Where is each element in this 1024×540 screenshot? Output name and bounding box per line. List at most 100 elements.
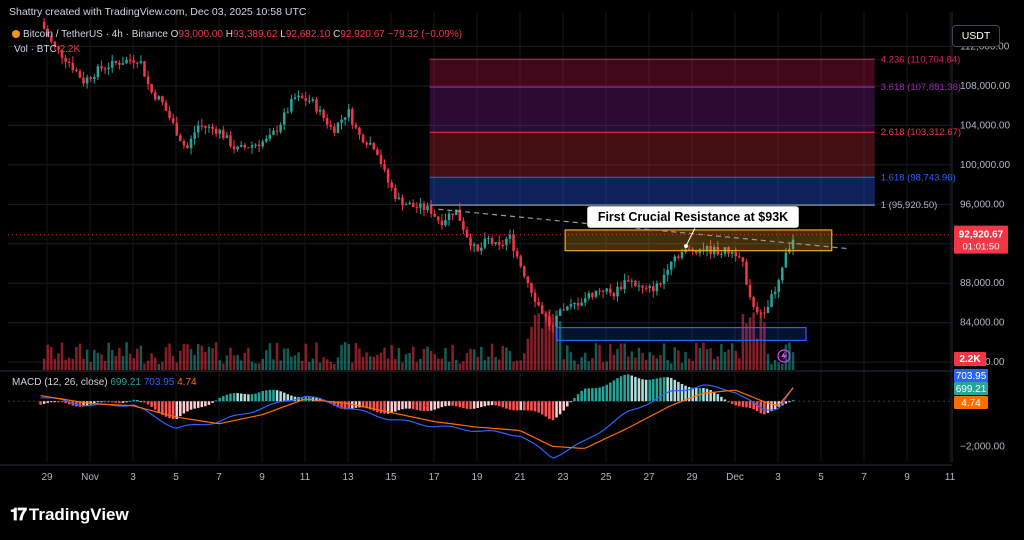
volume-bar bbox=[272, 359, 275, 370]
macd-hist-bar bbox=[730, 401, 734, 404]
volume-badge-label: 2.2K bbox=[959, 354, 981, 365]
macd-label[interactable]: MACD (12, 26, close) bbox=[12, 377, 108, 388]
symbol-name[interactable]: Bitcoin / TetherUS · 4h · Binance bbox=[23, 29, 168, 40]
volume-bar bbox=[100, 354, 103, 370]
candle-body bbox=[677, 256, 680, 258]
candle-body bbox=[325, 117, 329, 125]
candle bbox=[325, 114, 329, 129]
candle bbox=[777, 278, 780, 299]
volume-bar bbox=[505, 347, 508, 370]
candle bbox=[462, 217, 465, 234]
volume-bar bbox=[777, 362, 780, 370]
candle-body bbox=[247, 147, 250, 149]
candle-body bbox=[569, 304, 573, 307]
volume-bar bbox=[232, 355, 236, 370]
volume-bar bbox=[759, 312, 763, 370]
macd-hist-bar bbox=[519, 401, 522, 411]
macd-hist-bar bbox=[490, 401, 494, 406]
macd-hist-bar bbox=[365, 401, 368, 409]
volume-bar bbox=[308, 362, 311, 370]
candle-body bbox=[741, 257, 745, 262]
volume-bar bbox=[480, 347, 483, 370]
candle-body bbox=[691, 248, 694, 251]
macd-hist-bar bbox=[394, 401, 397, 412]
candle-body bbox=[695, 250, 698, 254]
candle-body bbox=[594, 290, 598, 297]
candle-body bbox=[118, 62, 121, 65]
volume-bar bbox=[182, 344, 186, 370]
candle bbox=[730, 250, 734, 259]
volume-bar bbox=[698, 348, 702, 370]
currency-button[interactable]: USDT bbox=[952, 25, 1000, 47]
macd-hist-bar bbox=[734, 401, 737, 406]
macd-hist-bar bbox=[748, 401, 752, 409]
volume-bar bbox=[121, 356, 125, 370]
macd-hist-bar bbox=[634, 376, 637, 402]
candle bbox=[555, 315, 558, 328]
volume-bar bbox=[440, 358, 444, 370]
volume-bar bbox=[282, 348, 286, 370]
volume-bar bbox=[755, 338, 759, 370]
macd-hist-bar bbox=[404, 401, 408, 409]
volume-bar bbox=[648, 352, 651, 370]
candle bbox=[71, 56, 75, 73]
candle-body bbox=[189, 138, 193, 149]
overlays: First Crucial Resistance at $93K bbox=[586, 205, 800, 363]
candle bbox=[526, 275, 530, 288]
volume-bar bbox=[53, 358, 57, 370]
candle-body bbox=[462, 220, 465, 230]
candle-body bbox=[204, 126, 207, 128]
candle bbox=[132, 54, 135, 69]
candle bbox=[451, 213, 454, 221]
candle-body bbox=[781, 267, 784, 281]
candle-body bbox=[100, 66, 103, 69]
candle bbox=[759, 309, 763, 319]
fib-label-4.236: 4.236 (110,704.84) bbox=[881, 54, 961, 65]
candle-body bbox=[182, 141, 186, 146]
candle-body bbox=[304, 98, 307, 101]
macd-hist-bar bbox=[637, 378, 641, 402]
macd-hist-bar bbox=[114, 401, 118, 403]
candle bbox=[601, 289, 605, 299]
volume-bar bbox=[702, 342, 705, 370]
candle bbox=[422, 200, 426, 217]
volume-bar bbox=[250, 361, 254, 370]
macd-hist-bar bbox=[110, 401, 114, 403]
candle bbox=[576, 297, 580, 311]
candle bbox=[655, 280, 659, 296]
macd-hist-bar bbox=[591, 388, 594, 402]
candle-body bbox=[368, 142, 372, 145]
candle bbox=[386, 167, 390, 188]
fib-band-2.618 bbox=[429, 132, 875, 178]
macd-hist-bar bbox=[182, 401, 186, 414]
candle-body bbox=[200, 125, 204, 127]
macd-hist-bar bbox=[42, 401, 46, 404]
candle bbox=[82, 71, 85, 87]
volume-bar bbox=[50, 346, 53, 370]
macd-hist-bar bbox=[376, 401, 379, 413]
candle-body bbox=[773, 291, 777, 295]
macd-line bbox=[40, 384, 794, 459]
macd-hist-bar bbox=[623, 374, 626, 402]
volume-label[interactable]: Vol · BTC bbox=[14, 44, 57, 55]
signal-badge bbox=[954, 382, 988, 395]
volume-bar bbox=[103, 361, 107, 370]
candle-body bbox=[755, 306, 759, 313]
candle-body bbox=[469, 237, 472, 246]
macd-hist-bar bbox=[447, 401, 451, 406]
volume-bar bbox=[537, 313, 540, 370]
volume-bar bbox=[540, 328, 544, 370]
volume-bar bbox=[164, 347, 168, 370]
volume-bar bbox=[626, 356, 630, 370]
volume-bar bbox=[458, 363, 462, 370]
macd-hist-bar bbox=[716, 394, 720, 402]
macd-hist-bar bbox=[723, 399, 727, 402]
candle-body bbox=[644, 287, 648, 289]
macd-hist-bar bbox=[275, 390, 279, 402]
volume-bar bbox=[214, 342, 218, 370]
volume-bar bbox=[265, 350, 268, 370]
macd-hist-bar bbox=[300, 397, 304, 402]
candle-body bbox=[533, 292, 537, 302]
candle bbox=[150, 83, 153, 95]
volume-bar bbox=[422, 348, 426, 370]
